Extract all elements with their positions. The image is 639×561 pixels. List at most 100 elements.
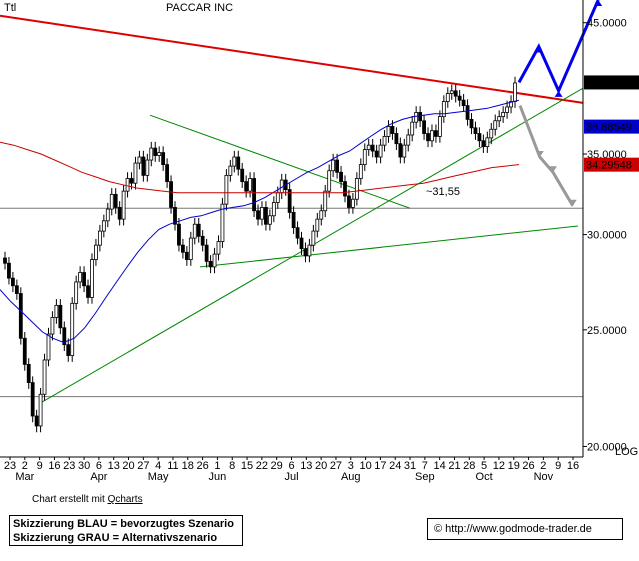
x-tick-label: 20 xyxy=(315,460,327,472)
candle-body xyxy=(54,304,59,318)
x-tick-label: 8 xyxy=(229,460,235,472)
credit-prefix: Chart erstellt mit xyxy=(32,494,108,505)
candle-body xyxy=(422,120,426,134)
candle xyxy=(7,256,11,285)
candle xyxy=(101,214,106,238)
candle-body xyxy=(441,101,446,117)
moving-average-red xyxy=(0,141,520,194)
candle-body xyxy=(335,159,339,173)
candle xyxy=(485,131,490,153)
candle-body xyxy=(256,210,260,220)
copyright-link[interactable]: © http://www.godmode-trader.de xyxy=(427,518,623,540)
candle-body xyxy=(165,164,169,183)
candle xyxy=(323,184,328,218)
candle xyxy=(339,166,343,188)
candle xyxy=(414,106,419,129)
candle-body xyxy=(109,193,114,210)
candle xyxy=(351,192,355,214)
candle xyxy=(378,138,383,164)
candle xyxy=(426,127,430,148)
x-tick-label: 19 xyxy=(508,460,520,472)
y-tick-label: 45.0000 xyxy=(587,18,627,30)
x-tick-label: 30 xyxy=(78,460,90,472)
candle xyxy=(398,137,403,164)
x-tick-label: 18 xyxy=(182,460,194,472)
candle xyxy=(46,327,51,367)
candle-body xyxy=(477,133,482,142)
x-tick-label: 28 xyxy=(463,460,475,472)
candle xyxy=(445,87,450,108)
x-tick-label: 26 xyxy=(196,460,208,472)
candle xyxy=(303,242,308,263)
candle-body xyxy=(485,137,490,148)
candle xyxy=(271,196,276,223)
candle-body xyxy=(42,359,47,395)
candle xyxy=(457,89,462,107)
x-tick-label: 3 xyxy=(348,460,354,472)
corner-label: Ttl xyxy=(4,2,16,14)
x-tick-label: 2 xyxy=(22,460,28,472)
candle xyxy=(422,114,426,140)
candle xyxy=(149,141,154,167)
candle-body xyxy=(252,178,256,212)
x-tick-label: 22 xyxy=(256,460,268,472)
x-tick-label: 31 xyxy=(404,460,416,472)
candle-body xyxy=(3,257,7,264)
candle xyxy=(319,204,324,226)
qcharts-link[interactable]: Qcharts xyxy=(107,494,143,505)
scenario-layer xyxy=(517,0,603,207)
candle-body xyxy=(449,90,454,94)
candle-body xyxy=(267,215,272,225)
candle-body xyxy=(465,105,470,120)
candle xyxy=(188,231,193,266)
candle xyxy=(78,266,83,289)
candle-body xyxy=(240,168,245,183)
x-tick-label: 13 xyxy=(108,460,120,472)
candle-body xyxy=(232,156,237,167)
candle xyxy=(481,134,486,153)
candle xyxy=(196,218,201,243)
candle xyxy=(295,221,300,245)
candle-body xyxy=(390,126,395,134)
scenario-arrowhead xyxy=(568,199,577,206)
candle-body xyxy=(319,210,324,220)
chart-credit: Chart erstellt mit Qcharts xyxy=(32,494,143,505)
price-box-bg xyxy=(584,119,639,134)
candle xyxy=(335,153,339,179)
candle xyxy=(358,158,363,185)
candle-body xyxy=(453,90,458,97)
candle xyxy=(30,376,35,423)
candle-body xyxy=(287,189,292,213)
candle-body xyxy=(145,159,150,176)
candle xyxy=(354,172,359,206)
candle xyxy=(327,164,332,198)
price-box: 34.29548 xyxy=(584,157,639,172)
candle xyxy=(449,84,454,100)
candle xyxy=(299,231,304,256)
log-scale-label: LOG xyxy=(615,446,638,458)
candle-body xyxy=(161,152,166,165)
candle-body xyxy=(307,244,312,257)
candle xyxy=(117,201,122,226)
candle xyxy=(224,169,229,211)
candle-body xyxy=(260,207,264,220)
candle-body xyxy=(105,208,110,222)
candle-body xyxy=(418,112,423,122)
legend-grey-line: Skizzierung GRAU = Alternativszenario xyxy=(13,532,218,544)
candle-body xyxy=(271,202,276,217)
legend-blue-line: Skizzierung BLAU = bevorzugtes Szenario xyxy=(13,518,234,530)
candle xyxy=(105,202,110,228)
candle xyxy=(287,183,292,219)
candle xyxy=(70,297,75,362)
candle-body xyxy=(366,144,371,150)
candle-body xyxy=(200,235,205,246)
candle-body xyxy=(169,181,173,208)
candle xyxy=(141,150,146,182)
x-tick-label: 23 xyxy=(63,460,75,472)
candle xyxy=(489,123,494,145)
candle xyxy=(509,95,513,114)
candle xyxy=(232,150,237,173)
candle xyxy=(22,332,27,371)
candle xyxy=(113,188,118,214)
